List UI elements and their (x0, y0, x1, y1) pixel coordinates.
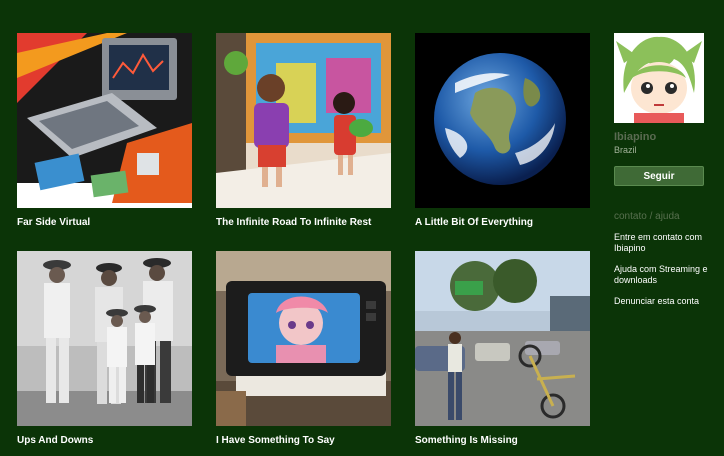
album-title[interactable]: Far Side Virtual (17, 217, 91, 228)
album-card[interactable]: Something Is Missing (415, 251, 590, 446)
album-cover-retro-computer[interactable] (17, 33, 192, 208)
album-title[interactable]: Ups And Downs (17, 435, 94, 446)
album-cover-old-photo[interactable] (17, 251, 192, 426)
profile-sidebar: Ibiapino Brazil Seguir contato / ajuda E… (614, 33, 714, 317)
album-cover-tv[interactable] (216, 251, 391, 426)
album-card[interactable]: Ups And Downs (17, 251, 192, 446)
album-card[interactable]: Far Side Virtual (17, 33, 192, 228)
report-account-link[interactable]: Denunciar esta conta (614, 296, 700, 306)
contact-help-heading: contato / ajuda (614, 211, 680, 222)
profile-avatar[interactable] (614, 33, 704, 123)
album-card[interactable]: The Infinite Road To Infinite Rest (216, 33, 391, 228)
album-title[interactable]: Something Is Missing (415, 435, 518, 446)
album-title[interactable]: I Have Something To Say (216, 435, 335, 446)
contact-links: Entre em contato com Ibiapino Ajuda com … (614, 232, 714, 307)
album-cover-children[interactable] (216, 33, 391, 208)
album-cover-street[interactable] (415, 251, 590, 426)
album-card[interactable]: A Little Bit Of Everything (415, 33, 590, 228)
album-title[interactable]: A Little Bit Of Everything (415, 217, 533, 228)
profile-country: Brazil (614, 145, 637, 155)
follow-button[interactable]: Seguir (614, 166, 704, 186)
streaming-help-link[interactable]: Ajuda com Streaming e downloads (614, 264, 708, 285)
profile-name[interactable]: Ibiapino (614, 131, 657, 143)
contact-link[interactable]: Entre em contato com Ibiapino (614, 232, 703, 253)
album-title[interactable]: The Infinite Road To Infinite Rest (216, 217, 372, 228)
album-grid: Far Side Virtual The Infinite Road To In… (17, 33, 592, 453)
album-card[interactable]: I Have Something To Say (216, 251, 391, 446)
album-cover-earth[interactable] (415, 33, 590, 208)
